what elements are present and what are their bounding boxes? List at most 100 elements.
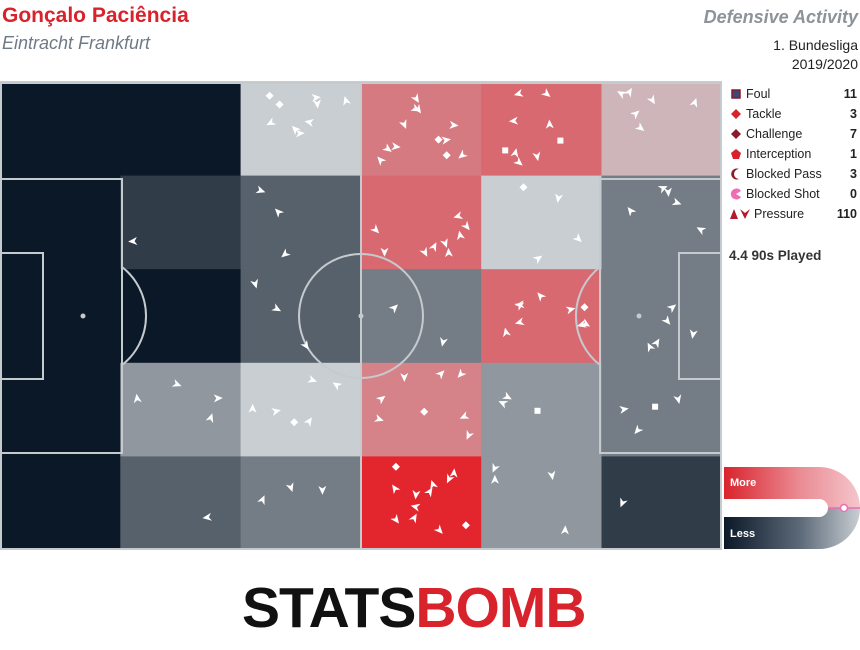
pressure-marker [392,484,401,495]
legend-label: Challenge [746,127,803,141]
pressure-marker [373,414,384,422]
pressure-marker [508,116,519,125]
legend-row-foul: Foul 11 [729,84,857,104]
challenge-marker [461,521,470,530]
heatmap-zone [240,362,362,457]
intensity-scale-graphic [724,467,860,549]
diamond-icon [729,107,743,121]
pressure-marker [532,151,541,162]
heatmap-zone [240,456,362,550]
heatmap-zone [481,362,602,457]
heatmap-zone [360,175,482,270]
heatmap-zone [360,362,482,457]
player-name: Gonçalo Paciência [2,4,189,27]
pressure-marker [466,429,475,440]
pressure-marker [128,237,138,246]
pressure-marker [537,292,547,302]
challenge-marker [580,303,589,312]
pressure-marker [630,110,640,120]
pressure-marker [657,186,668,194]
report-title: Defensive Activity [703,7,858,27]
logo-bomb: BOMB [415,576,586,640]
pressure-marker [513,88,524,97]
pressure-marker [304,119,315,127]
heatmap-zone [120,269,242,364]
pressure-marker [307,374,317,383]
heatmap-zone [360,269,482,364]
pressure-marker [555,193,564,203]
pressure-marker [666,304,677,314]
pressure-marker [332,382,343,391]
competition-label: 1. Bundesliga [773,37,858,53]
pressure-marker [398,119,407,129]
pressure-marker [295,129,305,138]
square-icon [729,87,743,101]
legend-count: 3 [850,107,857,121]
legend-row-pressure: Pressure 110 [729,204,857,224]
pressure-marker [248,403,257,413]
pressure-marker [503,327,511,338]
pressure-marker [620,497,628,508]
heatmap-zone [0,269,121,364]
heatmap-zone [0,456,121,550]
pressure-marker [514,302,524,311]
right-six-yard-box [678,252,722,380]
legend-label: Blocked Shot [746,187,820,201]
pressure-marker [410,93,419,103]
pressure-marker [459,411,470,419]
season-label: 2019/2020 [791,56,858,72]
pressure-marker [255,185,266,194]
pressure-marker [540,88,551,97]
pressure-marker [311,93,321,102]
pressure-marker [435,370,445,380]
pressure-icon [729,207,751,221]
pressure-marker [428,242,437,253]
pressure-marker [498,401,509,409]
legend-count: 3 [850,167,857,181]
minutes-played: 4.4 90s Played [729,248,822,263]
left-six-yard-box [0,252,44,380]
pressure-marker [274,208,285,218]
legend-count: 110 [836,207,857,221]
crescent-icon [729,167,743,181]
pressure-marker [213,394,223,403]
pressure-marker [696,227,707,236]
heatmap-zone [601,362,722,457]
legend-label: Interception [746,147,812,161]
pressure-marker [514,317,525,326]
pressure-marker [572,233,582,243]
pressure-marker [343,96,351,106]
legend-count: 7 [850,127,857,141]
legend-count: 1 [850,147,857,161]
heatmap-zone [481,269,602,364]
pressure-marker [281,248,291,258]
heatmap-zone [481,82,602,177]
scale-more-label: More [730,477,757,489]
pitch-heatmap [0,82,722,550]
legend-row-interception: Interception 1 [729,144,857,164]
heatmap-zone [120,362,242,457]
pressure-marker [545,119,554,129]
pressure-marker [424,487,433,498]
heatmap-zone [120,456,242,550]
pressure-marker [647,342,656,353]
pressure-marker [646,94,655,105]
pressure-marker [412,489,421,500]
pressure-marker [663,187,672,197]
legend-label: Blocked Pass [746,167,822,181]
pressure-marker [458,149,468,159]
heatmap-zone [601,82,722,177]
left-penalty-spot [80,313,86,319]
pressure-marker [430,479,438,490]
pressure-marker [380,247,389,257]
challenge-marker [391,462,400,471]
heatmap-zone [0,175,121,270]
pressure-marker [580,318,591,327]
foul-marker [502,147,509,154]
heatmap-zone [120,175,242,270]
pressure-marker [457,230,465,241]
pressure-marker [565,306,576,315]
pressure-marker [449,468,458,478]
pressure-marker [382,143,392,152]
legend-row-tackle: Tackle 3 [729,104,857,124]
